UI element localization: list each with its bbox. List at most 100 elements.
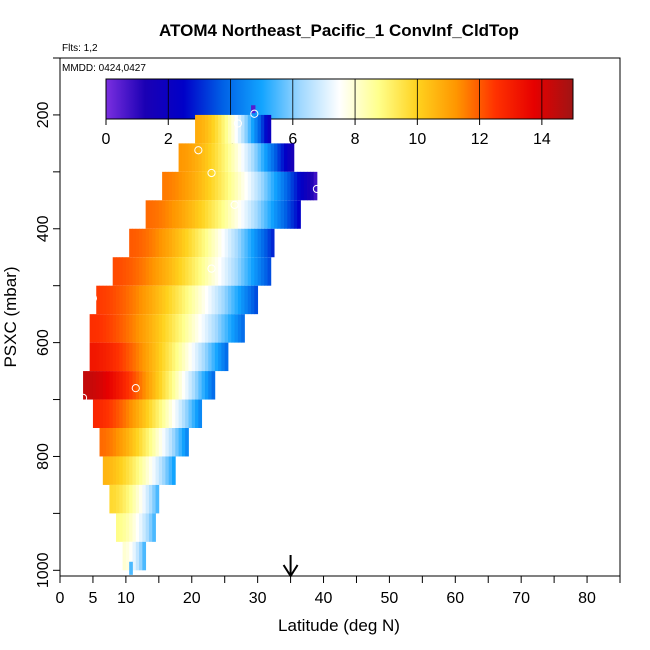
flight-marker: [194, 146, 203, 155]
heatmap-cell: [254, 257, 259, 286]
heatmap-cell: [109, 399, 114, 428]
heatmap-cell: [142, 257, 147, 286]
heatmap-cell: [188, 371, 193, 400]
heatmap-cell: [129, 285, 133, 315]
heatmap-cell: [241, 200, 245, 229]
heatmap-cell: [241, 114, 245, 144]
heatmap-cell: [237, 143, 242, 172]
heatmap-cell: [139, 399, 143, 428]
heatmap-cell: [241, 228, 245, 258]
heatmap-cell: [139, 371, 143, 400]
heatmap-cell: [142, 484, 147, 514]
heatmap-cell: [221, 257, 226, 286]
heatmap-cell: [142, 342, 147, 372]
heatmap-cell: [247, 143, 252, 172]
heatmap-cell: [290, 171, 295, 201]
heatmap-cell: [152, 371, 156, 400]
heatmap-cell: [132, 285, 137, 315]
heatmap-cell: [158, 200, 163, 229]
heatmap-cell: [204, 171, 209, 201]
heatmap-cell: [129, 541, 133, 571]
heatmap-cell: [188, 342, 193, 372]
heatmap-cell: [208, 143, 212, 172]
heatmap-cell: [287, 171, 291, 201]
heatmap-cell: [99, 314, 104, 343]
heatmap-cell: [112, 456, 117, 485]
heatmap-cell: [277, 171, 282, 201]
heatmap-cell: [112, 399, 117, 428]
heatmap-cell: [165, 257, 170, 286]
heatmap-cell: [168, 371, 173, 400]
x-axis: 0 5 10 20 30 40 50 60 70 80: [56, 576, 621, 607]
heatmap-cell: [165, 371, 170, 400]
heatmap-cell: [208, 342, 212, 372]
flights-note: Flts: 1,2: [62, 43, 98, 54]
heatmap-cell: [158, 342, 163, 372]
heatmap-cell: [228, 228, 232, 258]
heatmap-cell: [142, 399, 147, 428]
heatmap-cell: [208, 200, 212, 229]
heatmap-cell: [158, 257, 163, 286]
y-tick-label: 400: [35, 215, 52, 242]
heatmap-cell: [132, 484, 137, 514]
heatmap-cell: [148, 456, 153, 485]
heatmap-cell: [112, 371, 117, 400]
heatmap-cell: [257, 114, 262, 144]
heatmap-cell: [125, 285, 130, 315]
colorbar-tick-label: 10: [408, 131, 426, 148]
heatmap-cell: [287, 143, 291, 172]
heatmap-cell: [247, 200, 252, 229]
heatmap-cell: [264, 228, 268, 258]
heatmap-cell: [132, 342, 137, 372]
heatmap-cell: [218, 342, 222, 372]
heatmap-cell: [175, 342, 179, 372]
colorbar-gradient: [106, 79, 573, 119]
heatmap-cell: [102, 428, 107, 457]
heatmap-cell: [224, 200, 229, 229]
heatmap-cell: [178, 143, 183, 172]
heatmap-cell: [162, 285, 166, 315]
heatmap-cell: [297, 200, 301, 229]
heatmap-cell: [172, 314, 176, 343]
heatmap-cell: [145, 399, 150, 428]
heatmap-cell: [102, 456, 107, 485]
heatmap-cell: [175, 228, 179, 258]
heatmap-cell: [178, 314, 183, 343]
heatmap-cell: [158, 399, 163, 428]
x-tick-label: 0: [56, 590, 65, 607]
flight-marker: [230, 200, 239, 209]
heatmap-cell: [198, 200, 203, 229]
heatmap-cell: [178, 399, 183, 428]
heatmap-cell: [152, 428, 156, 457]
heatmap-cell: [148, 399, 153, 428]
heatmap-cell: [122, 456, 127, 485]
heatmap-cell: [234, 200, 239, 229]
heatmap-cell: [122, 428, 127, 457]
heatmap-cell: [185, 285, 189, 315]
heatmap-cell: [158, 371, 163, 400]
heatmap-cell: [198, 314, 203, 343]
heatmap-cell: [116, 399, 120, 428]
flight-marker: [312, 184, 322, 194]
heatmap-cell: [152, 200, 156, 229]
heatmap-cell: [125, 484, 130, 514]
heatmap-cell: [178, 342, 183, 372]
heatmap-cell: [260, 143, 265, 172]
heatmap-cell: [168, 228, 173, 258]
y-axis: 200 400 600 800 1000: [35, 57, 60, 588]
heatmap-cell: [188, 200, 193, 229]
x-tick-label: 80: [578, 590, 596, 607]
heatmap-cell: [211, 200, 216, 229]
heatmap-cell: [234, 228, 239, 258]
heatmap-cell: [119, 257, 123, 286]
heatmap-cell: [158, 285, 163, 315]
heatmap-cell: [119, 513, 123, 542]
heatmap-cell: [125, 371, 130, 400]
heatmap-cell: [260, 171, 265, 201]
heatmap-cell: [142, 228, 147, 258]
heatmap-cell: [208, 171, 212, 201]
heatmap-cell: [86, 371, 91, 400]
heatmap-cell: [244, 285, 249, 315]
heatmap-cell: [135, 399, 140, 428]
heatmap-cell: [185, 342, 189, 372]
